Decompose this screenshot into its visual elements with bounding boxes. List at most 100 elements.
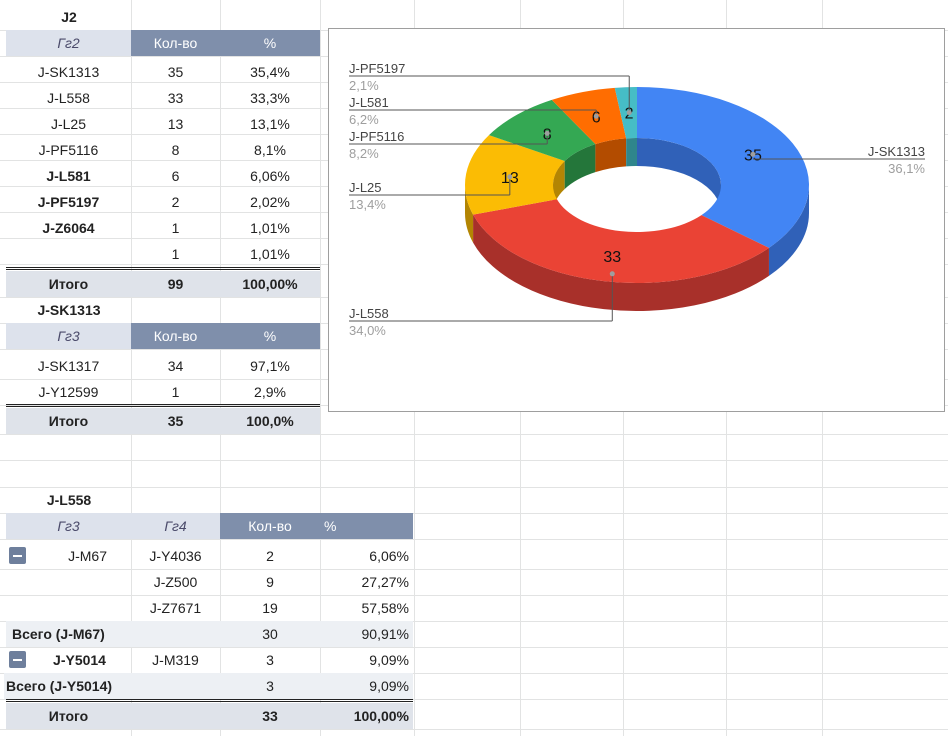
jsk-total-pct[interactable]: 100,0%	[220, 408, 320, 434]
j2-row-pct[interactable]: 2,02%	[250, 194, 290, 210]
jsk-row-name[interactable]: J-Y12599	[38, 384, 99, 400]
j2-row-name[interactable]: J-L581	[46, 168, 91, 184]
callout-pct: 36,1%	[888, 161, 925, 176]
jl-row-count[interactable]: 9	[266, 574, 274, 590]
j2-row-pct[interactable]: 1,01%	[250, 246, 290, 262]
j2-row-name[interactable]: J-Z6064	[42, 220, 95, 236]
jsk-row-pct[interactable]: 2,9%	[254, 384, 286, 400]
j2-total-border	[6, 267, 320, 270]
jl-total-label[interactable]: Итого	[6, 703, 131, 729]
jl-row-count[interactable]: 2	[266, 548, 274, 564]
j2-row-count[interactable]: 1	[171, 246, 180, 262]
j2-row-pct[interactable]: 8,1%	[254, 142, 286, 158]
collapse-minus-icon[interactable]	[9, 651, 26, 668]
j2-row-name[interactable]	[6, 241, 131, 267]
jsk-row-pct[interactable]: 97,1%	[250, 358, 290, 374]
j2-row-pct[interactable]: 6,06%	[250, 168, 290, 184]
jsk-total-count[interactable]: 35	[131, 408, 220, 434]
jsk-total-border	[6, 404, 320, 407]
j2-row-pct[interactable]: 1,01%	[250, 220, 290, 236]
jsk-row-count[interactable]: 34	[167, 358, 184, 374]
slice-inner-wall	[564, 144, 596, 190]
j2-total-count[interactable]: 99	[131, 271, 220, 297]
jl-subtotal-count[interactable]: 30	[220, 621, 320, 647]
grid-row-line	[0, 729, 948, 730]
jl-row-g4[interactable]: J-M319	[152, 652, 199, 668]
j2-row-name[interactable]: J-L25	[50, 116, 87, 132]
j2-row-count[interactable]: 13	[167, 116, 184, 132]
grid-col-line	[320, 0, 321, 736]
j2-row-pct[interactable]: 33,3%	[250, 90, 290, 106]
jsk-row-count[interactable]: 1	[171, 384, 180, 400]
j2-row-count[interactable]: 8	[171, 142, 180, 158]
jsk-header-count[interactable]: Кол-во	[131, 323, 220, 349]
slice-wall	[465, 185, 474, 243]
j2-header-group[interactable]: Гг2	[6, 30, 131, 56]
jl-total-count[interactable]: 33	[220, 703, 320, 729]
grid-col-line	[131, 0, 132, 736]
jl-header-g3[interactable]: Гг3	[6, 513, 131, 539]
j2-row-name[interactable]: J-L558	[47, 90, 90, 106]
jl-total-empty[interactable]	[131, 703, 220, 729]
callout-pct: 8,2%	[349, 146, 379, 161]
j2-row-count[interactable]: 35	[167, 64, 184, 80]
slice-j-pf5197[interactable]	[614, 87, 637, 139]
grid-row-line	[0, 434, 948, 435]
slice-j-l558[interactable]	[473, 199, 769, 284]
jl-subtotal-label[interactable]: Всего (J-M67)	[6, 621, 131, 647]
jl-total-pct[interactable]: 100,00%	[320, 703, 413, 729]
jl-total-border	[6, 699, 413, 702]
jl-subtotal-count[interactable]: 3	[220, 673, 320, 699]
callout-name: J-L581	[349, 95, 389, 110]
slice-j-sk1313[interactable]	[637, 87, 809, 248]
collapse-minus-icon[interactable]	[9, 547, 26, 564]
j2-row-name[interactable]: J-PF5197	[37, 194, 100, 210]
jsk-row-name[interactable]: J-SK1317	[37, 358, 100, 374]
jl-row-g3[interactable]: J-M67	[68, 548, 107, 564]
jl-header-g4[interactable]: Гг4	[131, 513, 220, 539]
grid-row-line	[0, 569, 948, 570]
jl-header-pct[interactable]: %	[320, 513, 413, 539]
callout-name: J-PF5116	[349, 129, 404, 144]
slice-j-l581[interactable]	[551, 87, 627, 145]
jl-subtotal-pct[interactable]: 90,91%	[320, 621, 413, 647]
callout-dot	[609, 271, 615, 277]
jl-row-pct[interactable]: 57,58%	[361, 600, 409, 616]
donut-chart[interactable]: 353313862J-SK131336,1%J-L55834,0%J-L2513…	[328, 28, 945, 412]
jl-header-count[interactable]: Кол-во	[220, 513, 320, 539]
callout-name: J-SK1313	[868, 144, 925, 159]
j2-row-name[interactable]: J-PF5116	[38, 142, 99, 158]
jl-row-g4[interactable]: J-Z500	[153, 574, 198, 590]
slice-wall	[768, 185, 809, 276]
grid-row-line	[0, 673, 948, 674]
slice-inner-wall	[626, 138, 637, 167]
jsk-header-group[interactable]: Гг3	[6, 323, 131, 349]
jl-subtotal-label[interactable]: Всего (J-Y5014)	[4, 673, 131, 699]
jl-row-count[interactable]: 3	[266, 652, 274, 668]
jl-row-pct[interactable]: 6,06%	[369, 548, 409, 564]
j2-header-count[interactable]: Кол-во	[131, 30, 220, 56]
jl-subtotal-pct[interactable]: 9,09%	[320, 673, 413, 699]
jl-subtotal-empty[interactable]	[131, 621, 220, 647]
jsk-header-pct[interactable]: %	[220, 323, 320, 349]
jl-row-g3[interactable]: J-Y5014	[53, 652, 106, 668]
jl-row-count[interactable]: 19	[262, 600, 278, 616]
j2-total-pct[interactable]: 100,00%	[220, 271, 320, 297]
jsk-total-label[interactable]: Итого	[6, 408, 131, 434]
jl-subtotal-empty[interactable]	[131, 673, 220, 699]
j2-header-pct[interactable]: %	[220, 30, 320, 56]
jl-row-pct[interactable]: 9,09%	[369, 652, 409, 668]
j2-row-pct[interactable]: 35,4%	[250, 64, 290, 80]
j2-row-count[interactable]: 6	[171, 168, 180, 184]
jl-row-pct[interactable]: 27,27%	[361, 574, 409, 590]
j2-row-pct[interactable]: 13,1%	[250, 116, 290, 132]
jl-row-g4[interactable]: J-Z7671	[149, 600, 202, 616]
j2-row-count[interactable]: 1	[171, 220, 180, 236]
j2-row-count[interactable]: 33	[167, 90, 184, 106]
callout-dot	[544, 130, 550, 136]
jl-row-g4[interactable]: J-Y4036	[149, 548, 202, 564]
slice-j-pf5116[interactable]	[488, 99, 596, 162]
j2-row-name[interactable]: J-SK1313	[37, 64, 100, 80]
j2-total-label[interactable]: Итого	[6, 271, 131, 297]
j2-row-count[interactable]: 2	[171, 194, 180, 210]
